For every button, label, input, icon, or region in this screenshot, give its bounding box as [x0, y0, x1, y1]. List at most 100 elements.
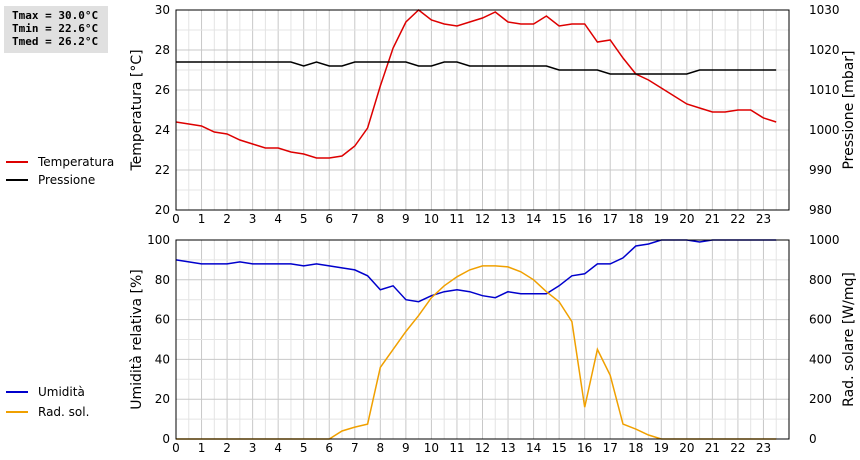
bottom-x-tick-label: 6 [325, 441, 333, 455]
bottom-y-right-tick-label: 800 [809, 273, 832, 287]
top-x-tick-label: 2 [223, 212, 231, 226]
legend-item-temperatura: Temperatura [6, 153, 114, 171]
bottom-x-tick-label: 9 [402, 441, 410, 455]
bottom-x-tick-label: 8 [377, 441, 385, 455]
bottom-y-right-tick-label: 600 [809, 313, 832, 327]
tmin-text: Tmin = 22.6°C [12, 22, 99, 35]
top-y-left-tick-label: 26 [155, 83, 170, 97]
top-y-right-tick-label: 990 [809, 163, 832, 177]
bottom-series-0-line [175, 239, 777, 303]
legend-item-umidita: Umidità [6, 382, 89, 402]
bottom-x-tick-label: 12 [475, 441, 490, 455]
top-y-right-tick-label: 1020 [809, 43, 840, 57]
bottom-y-left-tick-label: 100 [147, 233, 170, 247]
bottom-y-left-tick-label: 40 [155, 352, 170, 366]
legend-swatch-umidita [6, 391, 28, 393]
legend-bottom: Umidità Rad. sol. [6, 382, 89, 422]
top-x-tick-label: 17 [603, 212, 618, 226]
top-y-right-label: Pressione [mbar] [841, 50, 857, 169]
bottom-x-tick-label: 5 [300, 441, 308, 455]
top-y-left-tick-label: 24 [155, 123, 170, 137]
top-x-tick-label: 16 [577, 212, 592, 226]
bottom-x-tick-label: 4 [274, 441, 282, 455]
legend-label-pressione: Pressione [38, 173, 96, 187]
top-x-tick-label: 20 [679, 212, 694, 226]
bottom-x-tick-label: 2 [223, 441, 231, 455]
top-x-tick-label: 13 [500, 212, 515, 226]
top-y-right-tick-label: 980 [809, 203, 832, 217]
bottom-y-left-tick-label: 60 [155, 313, 170, 327]
legend-swatch-pressione [6, 179, 28, 181]
bottom-y-right-label: Rad. solare [W/mq] [841, 272, 857, 407]
top-plot-frame [175, 9, 790, 211]
bottom-y-left-tick-label: 0 [162, 432, 170, 446]
top-y-left-tick-label: 28 [155, 43, 170, 57]
top-x-tick-label: 9 [402, 212, 410, 226]
bottom-y-right-tick-label: 400 [809, 352, 832, 366]
bottom-x-tick-label: 13 [500, 441, 515, 455]
tmax-text: Tmax = 30.0°C [12, 9, 99, 22]
top-x-tick-label: 10 [424, 212, 439, 226]
legend-label-temperatura: Temperatura [38, 155, 115, 169]
bottom-y-left-label: Umidità relativa [%] [129, 269, 145, 410]
bottom-x-tick-label: 23 [756, 441, 771, 455]
top-x-tick-label: 18 [628, 212, 643, 226]
bottom-x-tick-label: 16 [577, 441, 592, 455]
tmed-text: Tmed = 26.2°C [12, 35, 99, 48]
legend-top: Temperatura Pressione [6, 153, 114, 189]
bottom-x-tick-label: 19 [654, 441, 669, 455]
top-x-tick-label: 8 [377, 212, 385, 226]
bottom-x-tick-label: 20 [679, 441, 694, 455]
top-x-tick-label: 0 [172, 212, 180, 226]
bottom-x-tick-label: 11 [449, 441, 464, 455]
bottom-y-left-tick-label: 20 [155, 392, 170, 406]
top-y-right-tick-label: 1010 [809, 83, 840, 97]
top-x-tick-label: 21 [705, 212, 720, 226]
top-y-left-tick-label: 20 [155, 203, 170, 217]
bottom-x-tick-label: 14 [526, 441, 541, 455]
top-x-tick-label: 7 [351, 212, 359, 226]
top-series-0-line [175, 9, 777, 159]
legend-swatch-temperatura [6, 161, 28, 163]
bottom-x-tick-label: 1 [198, 441, 206, 455]
top-x-tick-label: 6 [325, 212, 333, 226]
bottom-x-tick-label: 3 [249, 441, 257, 455]
bottom-y-right-tick-label: 1000 [809, 233, 840, 247]
top-y-left-tick-label: 22 [155, 163, 170, 177]
top-x-tick-label: 23 [756, 212, 771, 226]
legend-item-radsol: Rad. sol. [6, 402, 89, 422]
top-x-tick-label: 19 [654, 212, 669, 226]
top-y-right-tick-label: 1000 [809, 123, 840, 137]
bottom-x-tick-label: 7 [351, 441, 359, 455]
top-x-tick-label: 5 [300, 212, 308, 226]
bottom-x-tick-label: 15 [551, 441, 566, 455]
bottom-y-right-tick-label: 200 [809, 392, 832, 406]
top-x-tick-label: 11 [449, 212, 464, 226]
top-y-left-tick-label: 30 [155, 3, 170, 17]
top-y-left-label: Temperatura [°C] [129, 49, 145, 171]
top-x-tick-label: 3 [249, 212, 257, 226]
bottom-y-left-tick-label: 80 [155, 273, 170, 287]
top-y-right-tick-label: 1030 [809, 3, 840, 17]
top-x-tick-label: 14 [526, 212, 541, 226]
top-chart: 0 1 2 3 4 5 6 7 8 9 10 11 12 13 14 15 16 17 18 19 20 21 22 2320… [129, 3, 857, 226]
bottom-x-tick-label: 18 [628, 441, 643, 455]
bottom-x-tick-label: 10 [424, 441, 439, 455]
top-x-tick-label: 12 [475, 212, 490, 226]
bottom-x-tick-label: 17 [603, 441, 618, 455]
stats-box: Tmax = 30.0°C Tmin = 22.6°C Tmed = 26.2°… [4, 6, 108, 53]
top-x-tick-label: 22 [730, 212, 745, 226]
bottom-plot-frame [175, 239, 790, 440]
top-x-tick-label: 1 [198, 212, 206, 226]
bottom-x-tick-label: 21 [705, 441, 720, 455]
legend-label-umidita: Umidità [38, 385, 85, 399]
legend-swatch-radsol [6, 411, 28, 413]
legend-item-pressione: Pressione [6, 171, 114, 189]
bottom-chart: 0 1 2 3 4 5 6 7 8 9 10 11 12 13 14 15 16 17 18 19 20 21 22 2302… [129, 233, 857, 455]
top-x-tick-label: 4 [274, 212, 282, 226]
top-series-1-line [176, 61, 777, 75]
bottom-y-right-tick-label: 0 [809, 432, 817, 446]
bottom-series-1-line [176, 265, 777, 440]
top-x-tick-label: 15 [551, 212, 566, 226]
